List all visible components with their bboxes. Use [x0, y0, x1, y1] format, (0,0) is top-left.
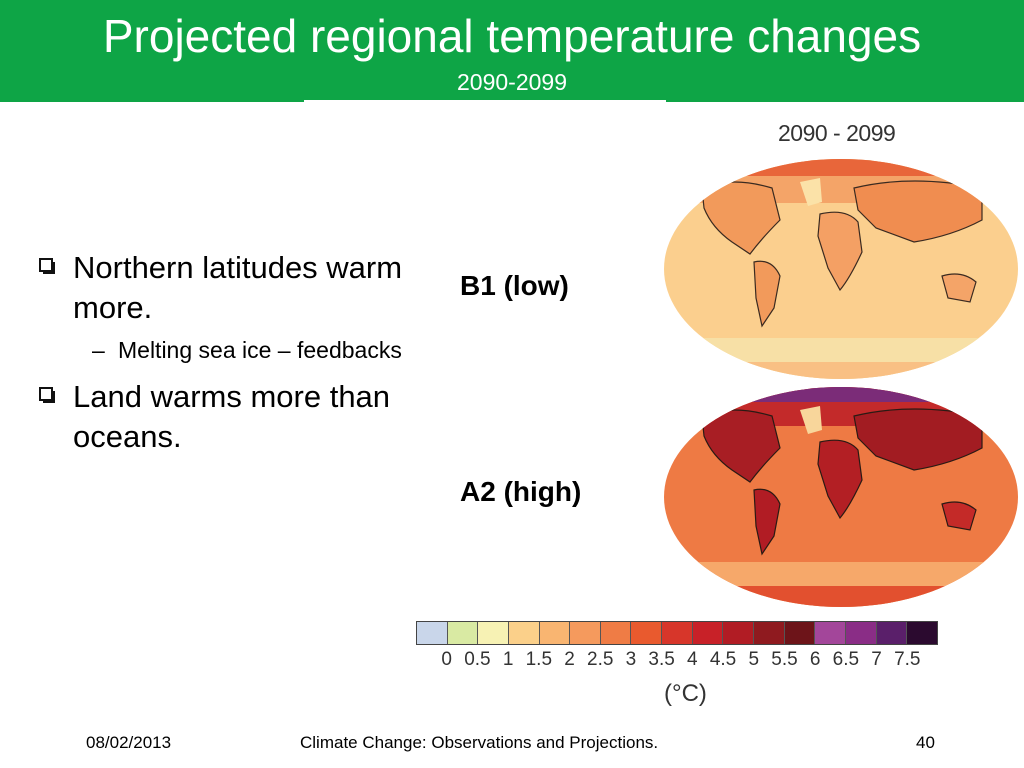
color-scale-tick-label: 0.5	[464, 649, 491, 670]
color-scale-swatch	[907, 622, 937, 644]
color-scale-tick-label: 1	[502, 649, 514, 670]
color-scale-tick-label: 2.5	[587, 649, 614, 670]
bullet-text: Northern latitudes warm more.	[73, 250, 403, 325]
map-period-label: 2090 - 2099	[778, 120, 896, 146]
checkbox-bullet-icon	[39, 387, 55, 403]
color-scale-ticks: 0 0.5 1 1.5 2 2.5 3 3.5 4 4.5 5 5.5 6 6.5 7 7.5	[416, 649, 946, 673]
a2-temperature-map	[664, 387, 1018, 607]
color-scale-swatch	[845, 622, 877, 644]
color-scale-tick-label: 3.5	[648, 649, 675, 670]
color-scale-swatch	[478, 622, 509, 644]
color-scale-legend: 0 0.5 1 1.5 2 2.5 3 3.5 4 4.5 5 5.5 6 6.5 7 7.5	[416, 621, 946, 670]
color-scale-tick-label: 5.5	[771, 649, 798, 670]
footer-course-title: Climate Change: Observations and Project…	[300, 733, 659, 752]
footer-date: 08/02/2013	[86, 733, 172, 752]
color-scale-swatch	[417, 622, 448, 644]
color-scale-swatch	[447, 622, 479, 644]
color-scale-tick-label: 2	[564, 649, 575, 670]
color-scale-tick-label: 0	[441, 649, 452, 670]
color-scale-tick-label: 3	[625, 649, 637, 670]
color-scale-tick-label: 4.5	[709, 649, 737, 670]
color-scale-swatch	[600, 622, 632, 644]
slide-subtitle: 2090-2099	[457, 69, 567, 95]
bullet-item: Northern latitudes warm more.	[36, 248, 446, 328]
color-scale-tick-label: 5	[748, 649, 760, 670]
color-scale-tick-label: 7.5	[894, 649, 921, 670]
color-scale-swatch	[784, 622, 816, 644]
color-scale-swatch	[631, 622, 663, 644]
color-scale-swatch	[570, 622, 601, 644]
color-scale-swatch	[876, 622, 908, 644]
b1-temperature-map	[664, 159, 1018, 379]
color-scale-tick-label: 6	[809, 649, 821, 670]
color-scale-swatch	[723, 622, 755, 644]
color-scale-bar	[416, 621, 938, 645]
bullet-text: Land warms more than oceans.	[73, 379, 391, 454]
color-scale-unit: (°C)	[664, 680, 707, 707]
color-scale-swatch	[754, 622, 785, 644]
dash-bullet-icon: –	[92, 337, 105, 363]
scenario-label-a2: A2 (high)	[460, 476, 582, 507]
color-scale-tick-label: 6.5	[832, 649, 860, 670]
color-scale-tick-label: 7	[871, 649, 882, 670]
color-scale-swatch	[815, 622, 846, 644]
color-scale-swatch	[539, 622, 571, 644]
color-scale-swatch	[508, 622, 540, 644]
header-divider	[304, 100, 666, 104]
color-scale-swatch	[692, 622, 724, 644]
bullet-item: Land warms more than oceans.	[36, 377, 446, 457]
footer-page-number: 40	[916, 733, 935, 752]
sub-bullet-text: Melting sea ice – feedbacks	[118, 337, 402, 363]
color-scale-tick-label: 1.5	[525, 649, 553, 670]
scenario-label-b1: B1 (low)	[460, 270, 569, 301]
sub-bullet-item: – Melting sea ice – feedbacks	[36, 334, 446, 367]
checkbox-bullet-icon	[39, 258, 55, 274]
title-bar: Projected regional temperature changes 2…	[0, 0, 1024, 102]
color-scale-swatch	[662, 622, 693, 644]
slide-title: Projected regional temperature changes	[102, 10, 922, 62]
bullet-list: Northern latitudes warm more. – Melting …	[36, 248, 446, 457]
color-scale-tick-label: 4	[687, 649, 698, 670]
